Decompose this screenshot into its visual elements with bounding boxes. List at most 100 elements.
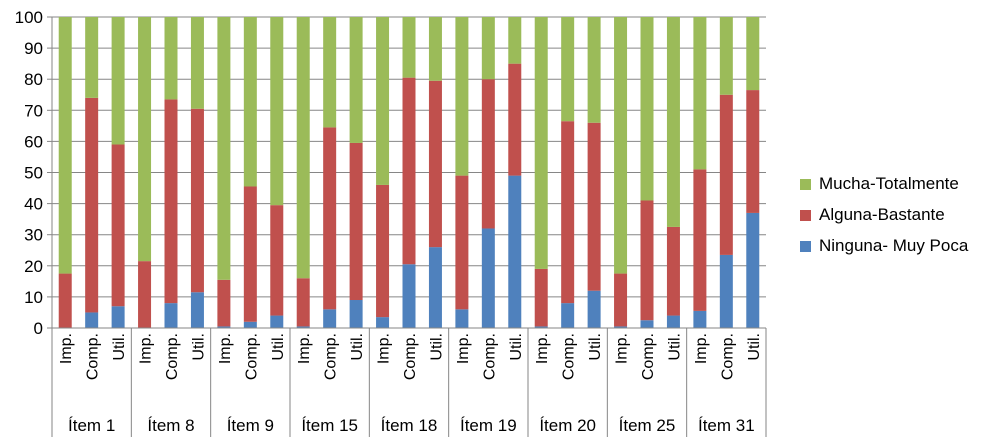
- x-subcategory-label: Comp.: [481, 333, 498, 380]
- bar-segment-ninguna-muy-poca: [85, 312, 99, 328]
- bar-segment-ninguna-muy-poca: [190, 292, 204, 328]
- bar-segment-ninguna-muy-poca: [561, 303, 575, 328]
- bar-segment-mucha-totalmente: [666, 17, 680, 227]
- x-subcategory-label: Util.: [270, 333, 287, 361]
- bar-segment-mucha-totalmente: [296, 17, 310, 279]
- bar-segment-ninguna-muy-poca: [455, 309, 469, 328]
- x-subcategory-label: Imp.: [693, 333, 710, 364]
- bar-segment-mucha-totalmente: [587, 17, 601, 123]
- bar-segment-mucha-totalmente: [58, 17, 72, 274]
- bar-segment-alguna-bastante: [508, 63, 522, 176]
- y-tick-label: 80: [24, 70, 43, 89]
- bar-segment-ninguna-muy-poca: [243, 321, 257, 328]
- axes: 0 10 20 30 40 50 60 70 80 90 100 Imp. Comp. Util. Imp.…: [15, 8, 767, 437]
- x-group-label: Ítem 25: [619, 416, 676, 435]
- x-group-label: Ítem 9: [227, 416, 274, 435]
- x-subcategory-label: Imp.: [376, 333, 393, 364]
- bars: [58, 17, 760, 328]
- x-subcategory-label: Util.: [587, 333, 604, 361]
- x-subcategory-label: Comp.: [402, 333, 419, 380]
- legend-swatch-ninguna-muy-poca: [800, 240, 811, 252]
- legend-label: Alguna-Bastante: [819, 205, 945, 224]
- bar-segment-ninguna-muy-poca: [693, 310, 707, 328]
- x-subcategory-label: Comp.: [85, 333, 102, 380]
- bar-segment-mucha-totalmente: [614, 17, 628, 274]
- bar-segment-mucha-totalmente: [402, 17, 416, 78]
- bar-segment-ninguna-muy-poca: [428, 247, 442, 328]
- bar-segment-alguna-bastante: [270, 205, 284, 316]
- y-tick-label: 90: [24, 39, 43, 58]
- x-group-label: Ítem 15: [301, 416, 358, 435]
- x-subcategory-label: Comp.: [561, 333, 578, 380]
- legend-item-mucha-totalmente: Mucha-Totalmente: [800, 172, 968, 196]
- bar-segment-ninguna-muy-poca: [164, 303, 178, 328]
- bar-segment-ninguna-muy-poca: [508, 175, 522, 328]
- legend-item-alguna-bastante: Alguna-Bastante: [800, 203, 968, 227]
- x-subcategory-label: Util.: [111, 333, 128, 361]
- bar-segment-alguna-bastante: [719, 94, 733, 255]
- bar-segment-alguna-bastante: [402, 77, 416, 265]
- x-subcategory-label: Imp.: [534, 333, 551, 364]
- bar-segment-ninguna-muy-poca: [349, 300, 363, 328]
- bar-segment-mucha-totalmente: [138, 17, 152, 262]
- bar-segment-alguna-bastante: [481, 79, 495, 229]
- bar-segment-mucha-totalmente: [190, 17, 204, 109]
- y-tick-label: 60: [24, 132, 43, 151]
- bar-segment-mucha-totalmente: [85, 17, 99, 98]
- bar-segment-ninguna-muy-poca: [111, 306, 125, 328]
- bar-segment-mucha-totalmente: [719, 17, 733, 95]
- bar-segment-alguna-bastante: [296, 278, 310, 327]
- bar-segment-ninguna-muy-poca: [666, 315, 680, 328]
- y-tick-label: 50: [24, 164, 43, 183]
- x-subcategory-label: Util.: [190, 333, 207, 361]
- bar-segment-alguna-bastante: [746, 90, 760, 213]
- bar-segment-alguna-bastante: [349, 142, 363, 301]
- bar-segment-alguna-bastante: [428, 80, 442, 248]
- bar-segment-mucha-totalmente: [323, 17, 337, 128]
- x-group-label: Ítem 19: [460, 416, 517, 435]
- bar-segment-alguna-bastante: [85, 97, 99, 313]
- bar-segment-mucha-totalmente: [693, 17, 707, 170]
- x-subcategory-label: Util.: [746, 333, 763, 361]
- bar-segment-ninguna-muy-poca: [270, 315, 284, 328]
- bar-segment-mucha-totalmente: [481, 17, 495, 80]
- x-subcategory-label: Comp.: [719, 333, 736, 380]
- bar-segment-alguna-bastante: [111, 144, 125, 307]
- bar-segment-ninguna-muy-poca: [587, 290, 601, 328]
- x-subcategory-label: Comp.: [640, 333, 657, 380]
- y-tick-label: 30: [24, 226, 43, 245]
- x-subcategory-label: Util.: [428, 333, 445, 361]
- x-subcategory-label: Util.: [508, 333, 525, 361]
- legend-swatch-alguna-bastante: [800, 209, 811, 221]
- bar-segment-alguna-bastante: [534, 268, 548, 327]
- bar-segment-mucha-totalmente: [746, 17, 760, 91]
- bar-segment-alguna-bastante: [217, 279, 231, 327]
- legend-item-ninguna-muy-poca: Ninguna- Muy Poca: [800, 234, 968, 258]
- x-subcategory-label: Imp.: [138, 333, 155, 364]
- legend-label: Mucha-Totalmente: [819, 174, 959, 193]
- y-tick-label: 100: [15, 8, 43, 27]
- bar-segment-alguna-bastante: [614, 273, 628, 327]
- bar-segment-mucha-totalmente: [534, 17, 548, 269]
- bar-segment-alguna-bastante: [640, 200, 654, 321]
- bar-segment-alguna-bastante: [138, 261, 152, 328]
- bar-segment-ninguna-muy-poca: [746, 212, 760, 328]
- y-tick-label: 40: [24, 195, 43, 214]
- bar-segment-mucha-totalmente: [455, 17, 469, 176]
- bar-segment-mucha-totalmente: [428, 17, 442, 81]
- x-group-label: Ítem 18: [381, 416, 438, 435]
- y-tick-label: 20: [24, 257, 43, 276]
- bar-segment-alguna-bastante: [190, 108, 204, 293]
- bar-segment-ninguna-muy-poca: [323, 309, 337, 328]
- x-subcategory-label: Imp.: [58, 333, 75, 364]
- y-tick-label: 10: [24, 288, 43, 307]
- legend: Mucha-Totalmente Alguna-Bastante Ninguna…: [800, 172, 968, 265]
- bar-segment-mucha-totalmente: [640, 17, 654, 201]
- bar-segment-alguna-bastante: [666, 226, 680, 316]
- x-group-label: Ítem 1: [68, 416, 115, 435]
- bar-segment-mucha-totalmente: [376, 17, 390, 185]
- x-subcategory-label: Comp.: [164, 333, 181, 380]
- bar-segment-mucha-totalmente: [243, 17, 257, 187]
- x-group-label: Ítem 20: [539, 416, 596, 435]
